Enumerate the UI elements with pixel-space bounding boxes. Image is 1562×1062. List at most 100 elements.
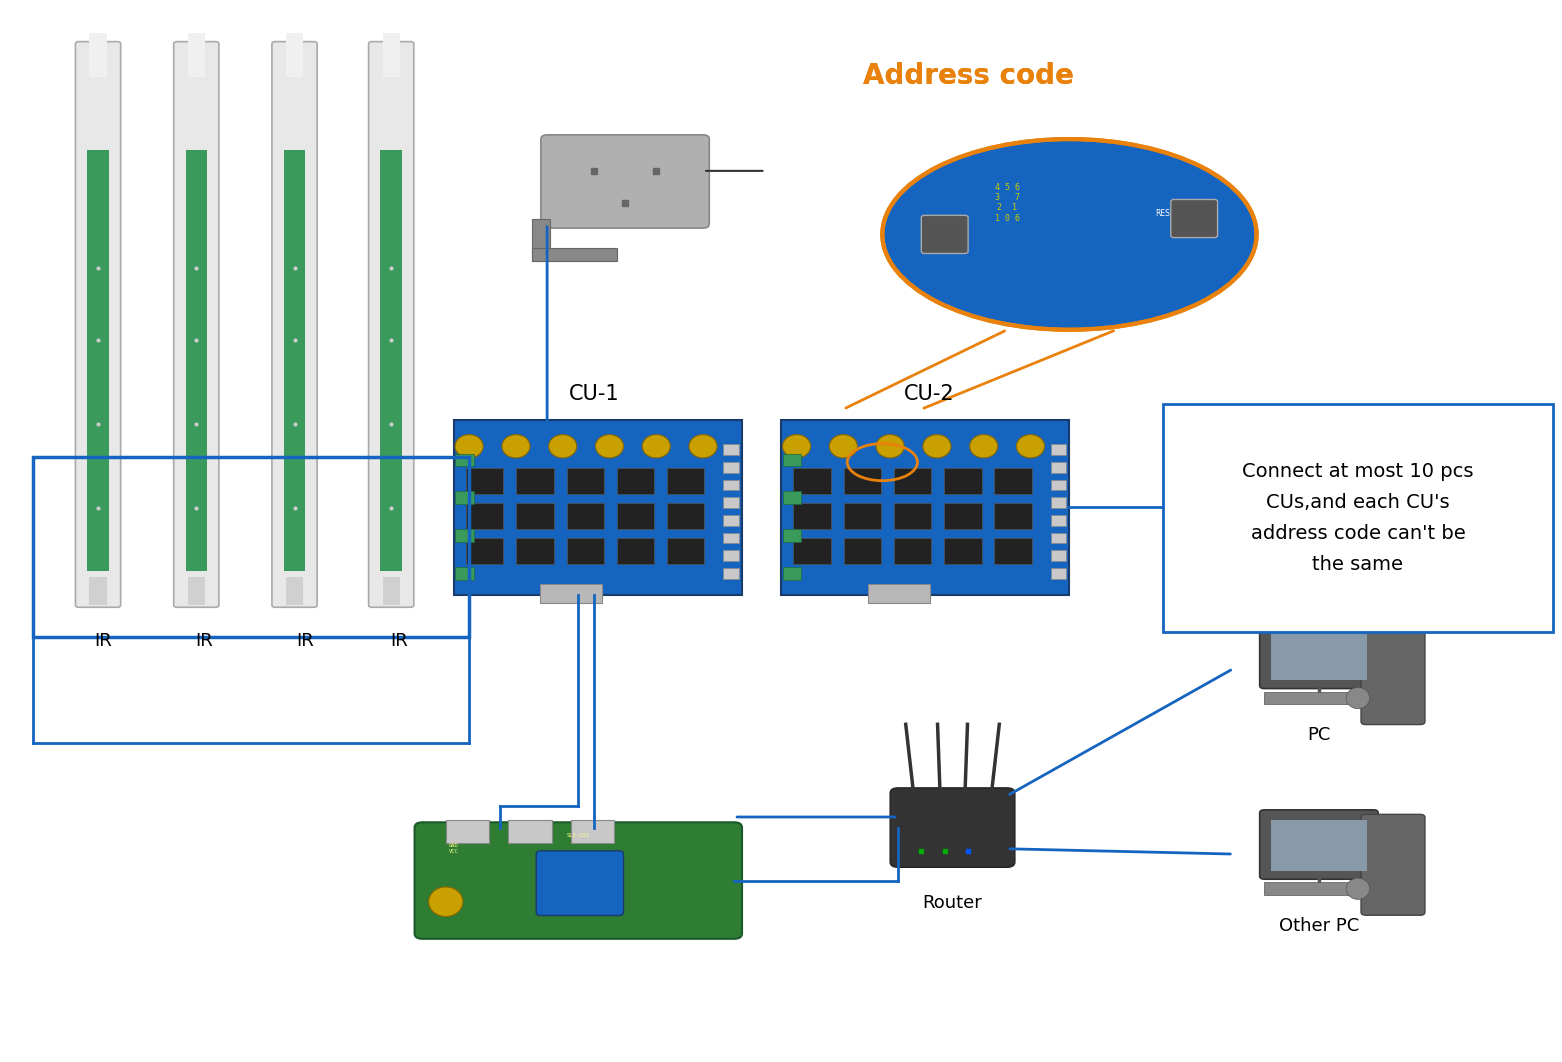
Ellipse shape	[548, 434, 576, 458]
Bar	[867, 584, 929, 603]
Ellipse shape	[689, 434, 717, 458]
Bar	[187, 33, 205, 78]
Bar	[465, 503, 503, 529]
Bar	[783, 529, 801, 542]
Bar	[540, 584, 603, 603]
Bar	[286, 33, 303, 78]
Bar	[723, 568, 739, 579]
Bar	[186, 151, 208, 571]
Text: RES: RES	[1156, 209, 1170, 218]
Bar	[783, 453, 801, 466]
FancyBboxPatch shape	[1259, 810, 1378, 879]
Bar	[1051, 445, 1067, 456]
FancyBboxPatch shape	[173, 41, 219, 607]
Bar	[383, 577, 400, 605]
Bar	[723, 462, 739, 473]
Bar	[943, 503, 981, 529]
Bar	[783, 567, 801, 580]
Bar	[455, 492, 473, 504]
FancyBboxPatch shape	[922, 216, 968, 254]
Bar	[723, 497, 739, 508]
Text: 4 5 6
3   7
2  1
1 0 6: 4 5 6 3 7 2 1 1 0 6	[995, 183, 1020, 223]
Bar	[793, 503, 831, 529]
Bar	[465, 538, 503, 564]
Bar	[667, 468, 704, 494]
Bar	[1051, 533, 1067, 544]
Bar	[793, 468, 831, 494]
Bar	[187, 577, 205, 605]
Bar	[943, 468, 981, 494]
Bar	[793, 538, 831, 564]
Bar	[943, 538, 981, 564]
Bar	[723, 533, 739, 544]
Bar	[531, 219, 550, 261]
Bar	[617, 468, 654, 494]
Ellipse shape	[1017, 434, 1045, 458]
Bar	[508, 820, 551, 843]
Bar	[383, 33, 400, 78]
Ellipse shape	[1346, 878, 1370, 900]
Bar	[1051, 497, 1067, 508]
Bar	[1264, 883, 1357, 895]
Ellipse shape	[970, 434, 998, 458]
FancyBboxPatch shape	[453, 419, 742, 595]
Bar	[893, 538, 931, 564]
FancyBboxPatch shape	[781, 419, 1070, 595]
Bar	[531, 249, 617, 261]
Bar	[517, 503, 553, 529]
Bar	[783, 492, 801, 504]
Bar	[567, 468, 604, 494]
Bar	[995, 468, 1032, 494]
Ellipse shape	[642, 434, 670, 458]
FancyBboxPatch shape	[536, 851, 623, 915]
Text: Other PC: Other PC	[1279, 917, 1359, 935]
Ellipse shape	[783, 434, 811, 458]
FancyBboxPatch shape	[890, 788, 1015, 868]
Bar	[567, 538, 604, 564]
Bar	[455, 453, 473, 466]
Bar	[893, 503, 931, 529]
Bar	[723, 480, 739, 491]
Bar	[1270, 630, 1367, 680]
FancyBboxPatch shape	[414, 822, 742, 939]
Bar	[893, 468, 931, 494]
Text: IR: IR	[297, 632, 314, 650]
Bar	[1051, 515, 1067, 526]
Text: SL2-CU2: SL2-CU2	[567, 833, 590, 838]
FancyBboxPatch shape	[540, 135, 709, 228]
Bar	[381, 151, 401, 571]
Ellipse shape	[883, 139, 1256, 329]
Ellipse shape	[1346, 687, 1370, 708]
Text: Address code: Address code	[862, 62, 1073, 89]
Bar	[89, 577, 106, 605]
Bar	[995, 538, 1032, 564]
FancyBboxPatch shape	[1164, 404, 1553, 632]
Text: IR: IR	[94, 632, 111, 650]
FancyBboxPatch shape	[1361, 623, 1425, 724]
Bar	[1270, 821, 1367, 871]
FancyBboxPatch shape	[75, 41, 120, 607]
Ellipse shape	[501, 434, 530, 458]
Bar	[723, 515, 739, 526]
Bar	[87, 151, 109, 571]
Ellipse shape	[595, 434, 623, 458]
FancyBboxPatch shape	[1259, 619, 1378, 688]
Bar	[843, 538, 881, 564]
Bar	[995, 503, 1032, 529]
FancyBboxPatch shape	[1172, 200, 1218, 238]
Bar	[284, 151, 305, 571]
Bar	[1264, 691, 1357, 704]
Bar	[1051, 568, 1067, 579]
Bar	[567, 503, 604, 529]
Text: CU-1: CU-1	[569, 383, 619, 404]
Bar	[617, 503, 654, 529]
Bar	[617, 538, 654, 564]
Bar	[89, 33, 106, 78]
Ellipse shape	[829, 434, 858, 458]
Bar	[455, 529, 473, 542]
Text: Address code: Address code	[862, 62, 1073, 89]
Bar	[667, 538, 704, 564]
Bar	[843, 468, 881, 494]
Bar	[445, 820, 489, 843]
FancyBboxPatch shape	[369, 41, 414, 607]
